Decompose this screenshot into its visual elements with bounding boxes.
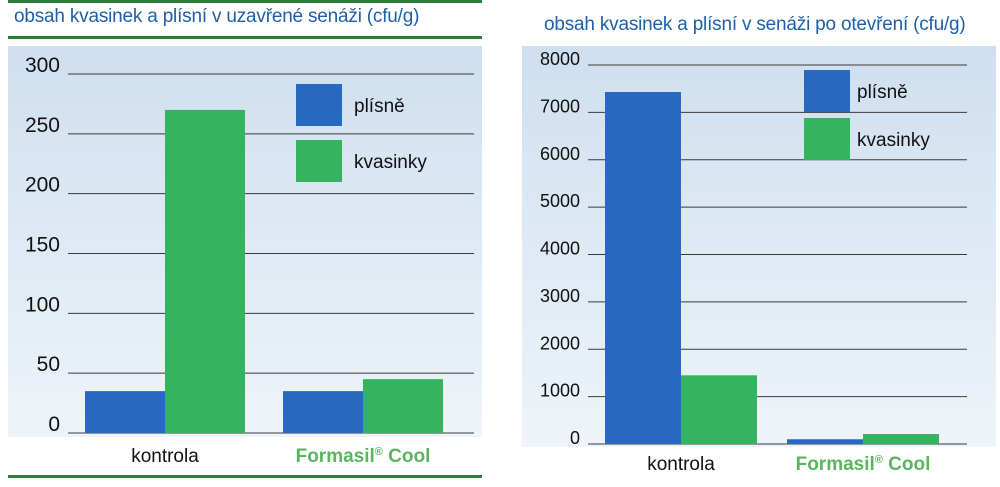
x-category-label: kontrola	[131, 446, 199, 467]
y-tick-label: 300	[25, 54, 60, 77]
bottom-rule	[8, 475, 482, 478]
bar-plisne-kontrola	[605, 92, 681, 444]
chart-title: obsah kvasinek a plísní v senáži po otev…	[544, 14, 966, 35]
bar-plisne-formasil	[787, 439, 863, 444]
bar-kvasinky-formasil	[363, 379, 443, 433]
y-tick-label: 0	[570, 428, 580, 448]
y-tick-label: 150	[25, 234, 60, 257]
y-tick-label: 0	[48, 413, 60, 436]
chart-panel-closed-silage: obsah kvasinek a plísní v uzavřené senáž…	[8, 0, 482, 487]
legend-swatch	[296, 140, 342, 182]
legend-label: plísně	[857, 82, 908, 103]
chart-panel-opened-silage: obsah kvasinek a plísní v senáži po otev…	[522, 0, 996, 487]
y-tick-label: 6000	[540, 144, 580, 164]
bar-kvasinky-kontrola	[165, 109, 245, 434]
chart-closed-silage: 0 50 100 150 200 250 300 kontrola Formasil® Cool…	[8, 46, 482, 478]
legend-swatch	[804, 70, 850, 112]
y-tick-label: 8000	[540, 49, 580, 69]
bar-kvasinky-kontrola	[681, 375, 757, 444]
chart-title: obsah kvasinek a plísní v uzavřené senáž…	[14, 6, 420, 27]
y-tick-label: 250	[25, 114, 60, 137]
legend-swatch	[296, 84, 342, 126]
top-rule	[8, 0, 482, 3]
legend-swatch	[804, 118, 850, 160]
plot-background	[522, 46, 996, 447]
y-tick-label: 4000	[540, 239, 580, 259]
x-category-label: Formasil® Cool	[296, 446, 431, 467]
y-tick-label: 3000	[540, 286, 580, 306]
bar-plisne-kontrola	[85, 391, 165, 433]
y-tick-label: 7000	[540, 96, 580, 116]
bar-kvasinky-formasil	[863, 434, 939, 444]
x-category-label: kontrola	[647, 454, 715, 475]
y-tick-label: 100	[25, 293, 60, 316]
title-rule	[8, 36, 482, 39]
category-label-band	[64, 437, 478, 475]
legend-label: kvasinky	[354, 152, 427, 173]
y-tick-label: 200	[25, 174, 60, 197]
y-tick-label: 50	[37, 353, 60, 376]
x-category-label: Formasil® Cool	[796, 454, 931, 475]
y-tick-label: 2000	[540, 333, 580, 353]
category-label-band	[584, 448, 971, 486]
y-tick-label: 5000	[540, 191, 580, 211]
bar-plisne-formasil	[283, 391, 363, 433]
legend-label: plísně	[354, 96, 405, 117]
y-tick-label: 1000	[540, 381, 580, 401]
legend-label: kvasinky	[857, 130, 930, 151]
chart-opened-silage: 0 1000 2000 3000 4000 5000 6000 7000 8000 kontrol…	[522, 46, 996, 486]
